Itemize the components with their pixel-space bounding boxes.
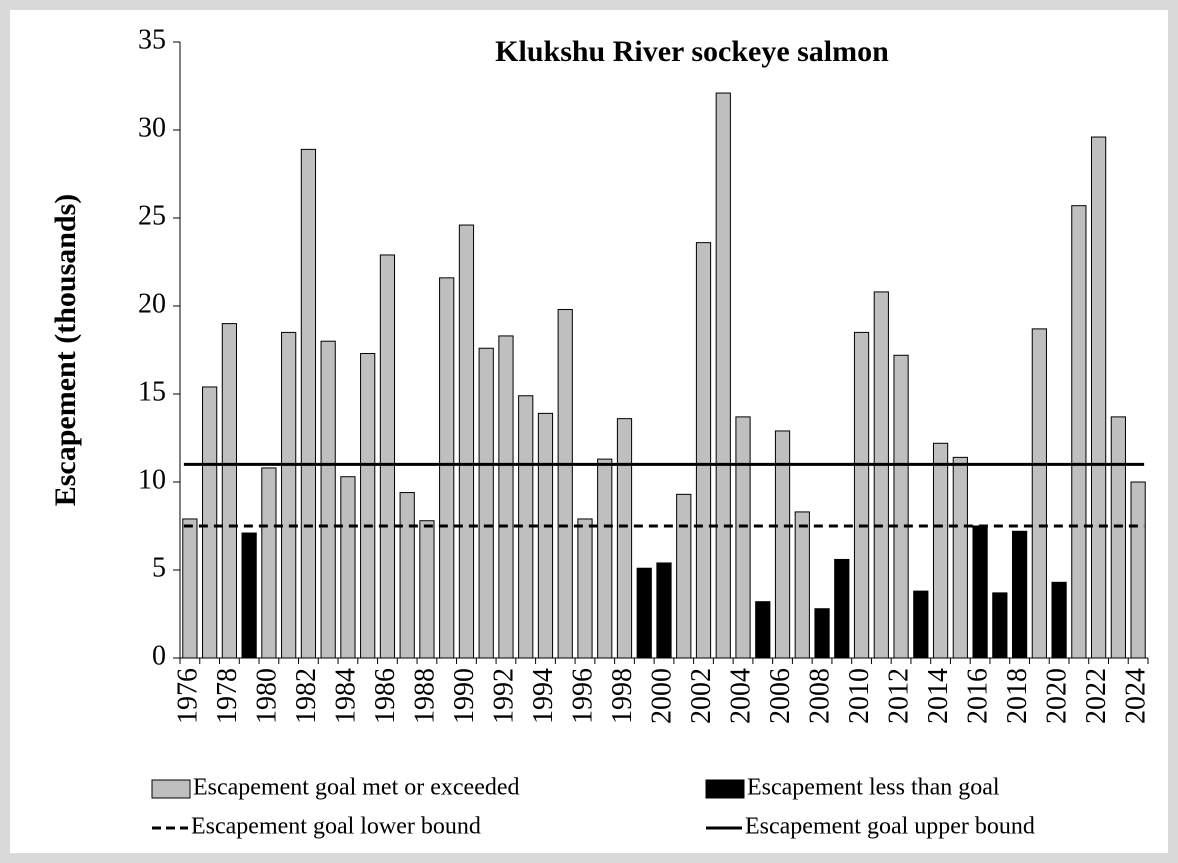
bar [458, 224, 475, 659]
bar [498, 335, 514, 659]
x-tick-label: 2010 [844, 668, 875, 724]
bar [873, 291, 889, 659]
bar [1011, 530, 1028, 659]
x-tick-label: 1982 [291, 668, 322, 724]
x-tick-label: 1976 [172, 668, 203, 724]
x-tick-label: 1990 [449, 668, 480, 724]
bar [439, 277, 455, 659]
chart-title: Klukshu River sockeye salmon [495, 35, 889, 68]
bar [1091, 136, 1107, 659]
x-tick-label: 1988 [409, 668, 440, 724]
x-tick-label: 2008 [804, 668, 835, 724]
bar [1130, 481, 1146, 659]
y-tick-label: 10 [138, 464, 166, 495]
bar [241, 532, 257, 659]
bar [794, 511, 810, 659]
bar [992, 592, 1008, 659]
bar [537, 412, 554, 659]
x-tick-label: 1992 [488, 668, 519, 724]
y-tick-label: 25 [138, 200, 166, 231]
bar [893, 354, 909, 659]
x-tick-label: 2018 [1002, 668, 1033, 724]
bar [676, 493, 692, 659]
bar [360, 353, 376, 659]
bar [913, 590, 929, 659]
bar [834, 558, 850, 659]
y-tick-label: 5 [152, 552, 166, 583]
bar [202, 386, 218, 659]
bar [221, 323, 237, 659]
x-tick-label: 1996 [567, 668, 598, 724]
x-tick-label: 2024 [1121, 668, 1152, 724]
bar [478, 347, 494, 659]
bar [182, 518, 198, 659]
bar [379, 254, 396, 659]
x-tick-label: 2022 [1081, 668, 1112, 724]
bar [952, 456, 968, 659]
bar [755, 601, 771, 659]
y-tick-label: 15 [138, 376, 166, 407]
x-tick-label: 2014 [923, 668, 954, 724]
bar [320, 340, 336, 659]
y-tick-label: 0 [152, 640, 166, 671]
bar [577, 518, 593, 659]
x-tick-label: 2002 [686, 668, 717, 724]
bar [616, 418, 633, 659]
legend-label: Escapement goal lower bound [191, 814, 481, 840]
legend-swatch [705, 779, 745, 799]
y-tick-label: 35 [138, 24, 166, 55]
bar [419, 520, 435, 659]
x-tick-label: 1984 [330, 668, 361, 724]
y-axis-label: Escapement (thousands) [49, 194, 82, 507]
legend-label: Escapement less than goal [747, 775, 1000, 801]
bar [1110, 416, 1126, 659]
bar [972, 525, 988, 659]
x-tick-label: 1986 [370, 668, 401, 724]
bar [1071, 205, 1087, 659]
legend-swatch [151, 779, 191, 799]
bar [300, 148, 317, 659]
y-tick-label: 20 [138, 288, 166, 319]
bar [1031, 328, 1047, 659]
x-tick-label: 2016 [963, 668, 994, 724]
x-tick-label: 2000 [646, 668, 677, 724]
bar [695, 242, 712, 659]
legend-label: Escapement goal upper bound [745, 814, 1035, 840]
bar [715, 92, 731, 659]
bar [399, 492, 415, 659]
x-tick-label: 1998 [607, 668, 638, 724]
bar [636, 567, 652, 659]
bar [774, 430, 791, 659]
legend-label: Escapement goal met or exceeded [193, 775, 520, 801]
x-tick-label: 2004 [725, 668, 756, 724]
bar [261, 467, 277, 659]
x-tick-label: 1994 [528, 668, 559, 724]
bar [557, 309, 573, 659]
x-tick-label: 1980 [251, 668, 282, 724]
x-tick-label: 1978 [212, 668, 243, 724]
x-tick-label: 2020 [1042, 668, 1073, 724]
bar [932, 442, 949, 659]
x-tick-label: 2012 [883, 668, 914, 724]
bar [597, 458, 613, 659]
bar [340, 476, 356, 659]
bar [735, 416, 751, 659]
bar [656, 562, 672, 659]
bar [814, 608, 830, 659]
bar [1051, 581, 1067, 659]
x-tick-label: 2006 [765, 668, 796, 724]
background [10, 10, 1168, 853]
y-tick-label: 30 [138, 112, 166, 143]
bar [853, 331, 870, 659]
bar [281, 331, 297, 659]
